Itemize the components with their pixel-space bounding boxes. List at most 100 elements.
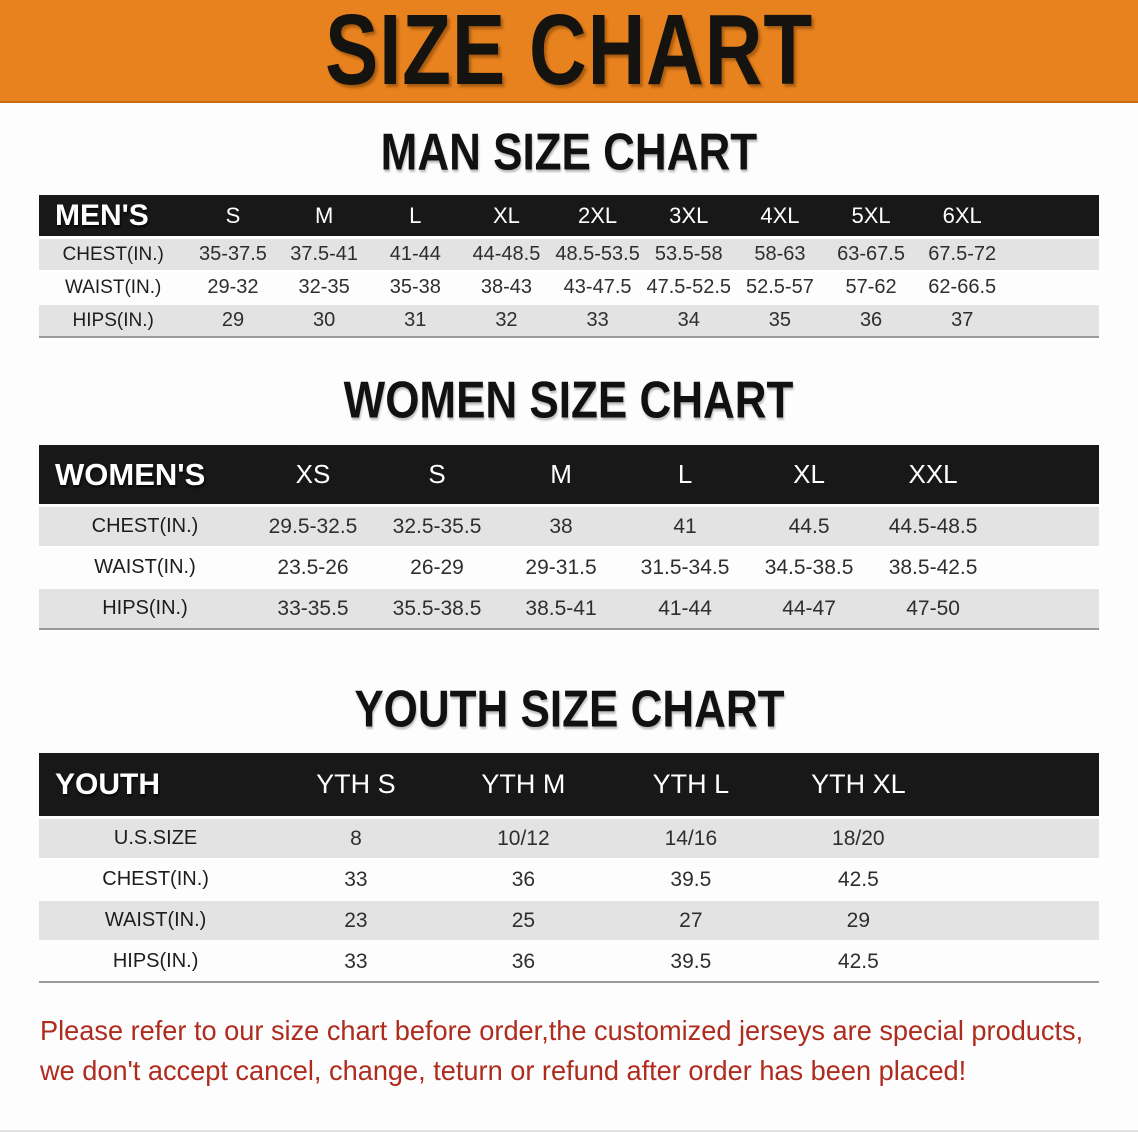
size-value-cell: 34.5-38.5 xyxy=(747,548,872,589)
row-spacer xyxy=(942,860,1099,901)
measurement-row-label: WAIST(IN.) xyxy=(39,548,251,589)
size-value-cell: 44.5 xyxy=(747,507,872,548)
table-header-row: YOUTH YTH S YTH M YTH L YTH XL xyxy=(39,753,1099,819)
size-column-header: XXL xyxy=(871,445,996,507)
size-value-cell: 36 xyxy=(825,305,917,338)
size-column-header: 2XL xyxy=(552,195,644,239)
size-column-header: XL xyxy=(747,445,872,507)
size-column-header: M xyxy=(278,195,370,239)
size-value-cell: 10/12 xyxy=(439,819,608,860)
size-value-cell: 26-29 xyxy=(375,548,500,589)
size-value-cell: 39.5 xyxy=(607,942,775,983)
size-column-header: YTH S xyxy=(272,753,440,819)
row-spacer xyxy=(1007,239,1099,272)
size-value-cell: 52.5-57 xyxy=(734,272,826,305)
womens-size-table: WOMEN'S XS S M L XL XXL CHEST(IN.) 29.5-32.5 32.5… xyxy=(39,445,1099,630)
table-group-label: WOMEN'S xyxy=(39,445,251,507)
size-value-cell: 23 xyxy=(272,901,440,942)
measurement-row-label: HIPS(IN.) xyxy=(39,942,273,983)
size-column-header: M xyxy=(499,445,624,507)
size-value-cell: 27 xyxy=(607,901,775,942)
table-group-label: MEN'S xyxy=(39,195,188,239)
size-value-cell: 14/16 xyxy=(607,819,775,860)
header-spacer xyxy=(1007,195,1099,239)
size-value-cell: 33 xyxy=(272,942,440,983)
row-spacer xyxy=(995,507,1099,548)
size-value-cell: 44.5-48.5 xyxy=(871,507,996,548)
size-value-cell: 29 xyxy=(187,305,279,338)
size-column-header: 3XL xyxy=(643,195,735,239)
measurement-row-label: CHEST(IN.) xyxy=(39,860,273,901)
women-section-heading: WOMEN SIZE CHART xyxy=(0,371,1138,429)
measurement-row: HIPS(IN.) 33-35.5 35.5-38.5 38.5-41 41-44 44-… xyxy=(39,589,1099,630)
size-value-cell: 32.5-35.5 xyxy=(375,507,500,548)
row-spacer xyxy=(995,548,1099,589)
size-value-cell: 29 xyxy=(774,901,943,942)
size-column-header: 5XL xyxy=(825,195,917,239)
measurement-row: U.S.SIZE 8 10/12 14/16 18/20 xyxy=(39,819,1099,860)
measurement-row: WAIST(IN.) 23 25 27 29 xyxy=(39,901,1099,942)
size-value-cell: 41-44 xyxy=(623,589,748,630)
size-value-cell: 37 xyxy=(916,305,1008,338)
disclaimer-line-1: Please refer to our size chart before or… xyxy=(40,1015,1084,1046)
size-value-cell: 47-50 xyxy=(871,589,996,630)
youth-section-heading-text: YOUTH SIZE CHART xyxy=(353,679,785,739)
size-column-header: YTH L xyxy=(607,753,775,819)
size-value-cell: 37.5-41 xyxy=(278,239,370,272)
size-value-cell: 39.5 xyxy=(607,860,775,901)
row-spacer xyxy=(1007,272,1099,305)
size-value-cell: 31.5-34.5 xyxy=(623,548,748,589)
page-title: SIZE CHART xyxy=(325,0,813,106)
size-column-header: YTH M xyxy=(439,753,608,819)
row-spacer xyxy=(995,589,1099,630)
size-value-cell: 25 xyxy=(439,901,608,942)
size-value-cell: 31 xyxy=(369,305,461,338)
size-value-cell: 35.5-38.5 xyxy=(375,589,500,630)
title-banner: SIZE CHART xyxy=(0,0,1138,103)
size-value-cell: 41 xyxy=(623,507,748,548)
size-value-cell: 44-48.5 xyxy=(460,239,553,272)
measurement-row: HIPS(IN.) 33 36 39.5 42.5 xyxy=(39,942,1099,983)
youth-section-heading: YOUTH SIZE CHART xyxy=(0,680,1138,738)
size-column-header: S xyxy=(375,445,500,507)
header-spacer xyxy=(942,753,1099,819)
measurement-row-label: HIPS(IN.) xyxy=(39,305,188,338)
size-value-cell: 62-66.5 xyxy=(916,272,1008,305)
size-value-cell: 38.5-41 xyxy=(499,589,624,630)
size-value-cell: 35 xyxy=(734,305,826,338)
size-value-cell: 38.5-42.5 xyxy=(871,548,996,589)
measurement-row: CHEST(IN.) 35-37.5 37.5-41 41-44 44-48.5 48.5… xyxy=(39,239,1099,272)
women-section-heading-text: WOMEN SIZE CHART xyxy=(344,370,794,430)
row-spacer xyxy=(942,901,1099,942)
size-value-cell: 63-67.5 xyxy=(825,239,917,272)
size-value-cell: 8 xyxy=(272,819,440,860)
mens-size-table: MEN'S S M L XL 2XL 3XL 4XL 5XL 6XL CHEST(IN.) 35-37… xyxy=(39,195,1099,338)
size-value-cell: 53.5-58 xyxy=(643,239,735,272)
size-column-header: L xyxy=(623,445,748,507)
size-value-cell: 43-47.5 xyxy=(552,272,644,305)
size-value-cell: 36 xyxy=(439,942,608,983)
size-value-cell: 38 xyxy=(499,507,624,548)
measurement-row-label: WAIST(IN.) xyxy=(39,272,188,305)
size-value-cell: 41-44 xyxy=(369,239,461,272)
row-spacer xyxy=(1007,305,1099,338)
size-column-header: 6XL xyxy=(916,195,1008,239)
size-column-header: 4XL xyxy=(734,195,826,239)
size-column-header: L xyxy=(369,195,461,239)
size-value-cell: 29-31.5 xyxy=(499,548,624,589)
table-header-row: MEN'S S M L XL 2XL 3XL 4XL 5XL 6XL xyxy=(39,195,1099,239)
size-value-cell: 30 xyxy=(278,305,370,338)
man-section-heading-text: MAN SIZE CHART xyxy=(380,122,758,182)
size-column-header: YTH XL xyxy=(774,753,943,819)
size-value-cell: 35-38 xyxy=(369,272,461,305)
measurement-row-label: CHEST(IN.) xyxy=(39,239,188,272)
size-value-cell: 33-35.5 xyxy=(251,589,376,630)
youth-size-table: YOUTH YTH S YTH M YTH L YTH XL U.S.SIZE 8 10/12… xyxy=(39,753,1099,983)
measurement-row: CHEST(IN.) 29.5-32.5 32.5-35.5 38 41 44.5 44.5… xyxy=(39,507,1099,548)
size-value-cell: 33 xyxy=(552,305,644,338)
measurement-row: WAIST(IN.) 23.5-26 26-29 29-31.5 31.5-34.5 34… xyxy=(39,548,1099,589)
disclaimer-line-2: we don't accept cancel, change, teturn o… xyxy=(40,1055,967,1086)
size-value-cell: 18/20 xyxy=(774,819,943,860)
size-value-cell: 36 xyxy=(439,860,608,901)
